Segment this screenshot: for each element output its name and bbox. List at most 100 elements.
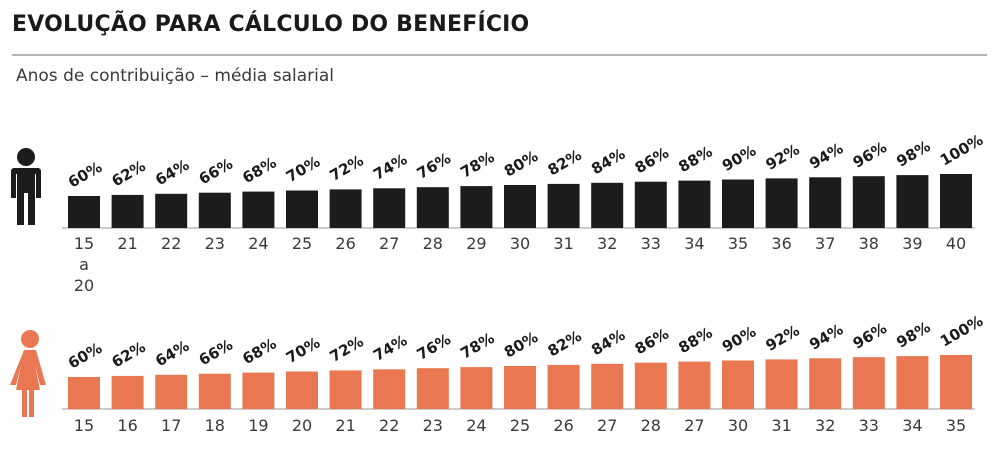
men-bar <box>852 176 885 228</box>
men-data-label: 84% <box>588 145 628 179</box>
women-data-label: 100% <box>937 312 986 351</box>
men-tick-label: 33 <box>641 234 661 253</box>
men-tick-label: 31 <box>553 234 573 253</box>
men-bar <box>547 183 580 228</box>
men-data-label: 96% <box>850 138 890 172</box>
women-data-label: 64% <box>152 337 192 371</box>
women-bar <box>286 371 318 409</box>
men-bar <box>373 188 406 228</box>
women-tick-label: 28 <box>641 416 661 435</box>
men-data-label: 98% <box>893 137 933 171</box>
men-tick-label: 30 <box>510 234 530 253</box>
women-bar <box>634 362 667 409</box>
men-data-label: 62% <box>109 157 149 191</box>
men-tick-label: 37 <box>815 234 835 253</box>
women-bar <box>416 368 449 409</box>
men-bar <box>68 196 100 228</box>
women-data-label: 84% <box>588 326 628 360</box>
women-tick-label: 27 <box>684 416 704 435</box>
men-data-label: 72% <box>327 151 367 185</box>
women-data-label: 78% <box>457 329 497 363</box>
men-data-label: 94% <box>806 139 846 173</box>
men-bar <box>678 180 711 228</box>
women-data-label: 68% <box>239 335 279 369</box>
women-panel: 60% 62% 64% 66% 68% 70% 72% 74% 76% 78% 80% 82% 84% 8… <box>10 312 986 435</box>
men-bar <box>155 193 188 228</box>
men-data-label: 64% <box>152 156 192 190</box>
women-data-label: 94% <box>806 320 846 354</box>
women-data-label: 66% <box>196 336 236 370</box>
men-bar <box>940 174 972 228</box>
women-tick-label: 22 <box>379 416 399 435</box>
women-bar <box>68 377 100 409</box>
women-tick-label: 31 <box>771 416 791 435</box>
women-bar <box>460 367 493 409</box>
men-data-label: 90% <box>719 141 759 175</box>
men-bar <box>591 182 624 228</box>
women-tick-label: 19 <box>248 416 268 435</box>
women-data-label: 80% <box>501 328 541 362</box>
men-tick-label: 35 <box>728 234 748 253</box>
women-tick-label: 33 <box>859 416 879 435</box>
women-bar <box>852 357 885 409</box>
men-tick-label: 28 <box>423 234 443 253</box>
women-data-label: 86% <box>632 325 672 359</box>
women-tick-label: 34 <box>902 416 922 435</box>
men-tick-label: 23 <box>205 234 225 253</box>
men-tick-label: 15 a 20 <box>74 234 94 295</box>
women-bar <box>547 364 580 409</box>
women-bar <box>198 373 231 409</box>
women-data-label: 82% <box>545 327 585 361</box>
women-tick-label: 35 <box>946 416 966 435</box>
women-tick-label: 16 <box>117 416 137 435</box>
women-tick-label: 21 <box>335 416 355 435</box>
men-data-label: 100% <box>937 131 986 170</box>
women-tick-label: 24 <box>466 416 486 435</box>
men-bar <box>242 191 275 228</box>
men-bar <box>722 179 754 228</box>
women-bar <box>242 372 275 409</box>
women-data-label: 74% <box>370 331 410 365</box>
women-bar <box>765 359 798 409</box>
men-bar <box>416 187 449 228</box>
men-data-label: 80% <box>501 147 541 181</box>
women-bar <box>809 358 842 409</box>
women-tick-label: 23 <box>423 416 443 435</box>
men-tick-label: 39 <box>902 234 922 253</box>
women-bar <box>111 375 144 409</box>
men-tick-label: 36 <box>771 234 791 253</box>
man-icon <box>11 148 41 225</box>
women-bar <box>155 374 188 409</box>
women-data-label: 92% <box>763 321 803 355</box>
men-data-label: 76% <box>414 149 454 183</box>
women-bar <box>373 369 406 409</box>
men-tick-label: 38 <box>859 234 879 253</box>
men-bar <box>198 192 231 228</box>
men-tick-label: 26 <box>335 234 355 253</box>
men-data-label: 82% <box>545 146 585 180</box>
women-tick-label: 15 <box>74 416 94 435</box>
men-tick-label: 24 <box>248 234 268 253</box>
women-tick-label: 20 <box>292 416 312 435</box>
men-bar <box>634 181 667 228</box>
men-bar <box>809 177 842 228</box>
men-tick-label: 25 <box>292 234 312 253</box>
men-tick-label: 32 <box>597 234 617 253</box>
women-data-label: 96% <box>850 319 890 353</box>
men-tick-label: 21 <box>117 234 137 253</box>
men-bar <box>765 178 798 228</box>
chart-subtitle: Anos de contribuição – média salarial <box>16 66 335 86</box>
women-tick-label: 27 <box>597 416 617 435</box>
women-tick-label: 26 <box>553 416 573 435</box>
women-tick-label: 32 <box>815 416 835 435</box>
women-data-label: 88% <box>675 324 715 358</box>
men-bar <box>504 185 536 228</box>
men-bar <box>329 189 362 228</box>
women-tick-label: 18 <box>205 416 225 435</box>
men-tick-label: 29 <box>466 234 486 253</box>
men-bar <box>896 175 929 228</box>
men-data-label: 60% <box>65 158 105 192</box>
men-tick-label: 27 <box>379 234 399 253</box>
men-tick-label: 40 <box>946 234 966 253</box>
